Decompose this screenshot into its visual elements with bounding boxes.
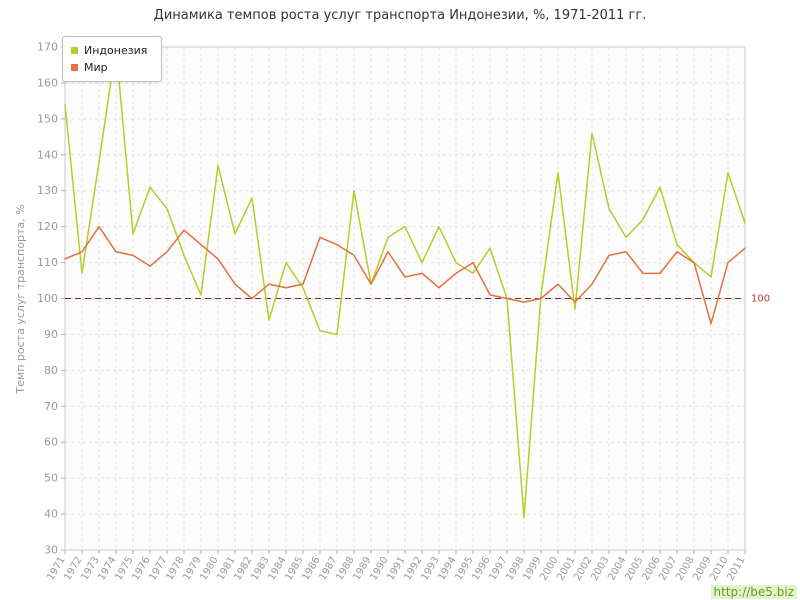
svg-text:40: 40 — [44, 508, 58, 521]
legend-label-world: Мир — [84, 61, 108, 74]
svg-text:100: 100 — [751, 294, 770, 305]
indonesia-series-swatch-icon — [71, 47, 78, 54]
svg-text:150: 150 — [37, 112, 58, 125]
y-axis-label: Темп роста услуг транспорта, % — [14, 204, 27, 394]
svg-text:70: 70 — [44, 400, 58, 413]
svg-text:2011: 2011 — [725, 555, 747, 583]
svg-text:160: 160 — [37, 76, 58, 89]
svg-text:100: 100 — [37, 292, 58, 305]
svg-text:130: 130 — [37, 184, 58, 197]
legend-label-indonesia: Индонезия — [84, 44, 148, 57]
svg-text:140: 140 — [37, 148, 58, 161]
world-series-swatch-icon — [71, 64, 78, 71]
svg-text:110: 110 — [37, 256, 58, 269]
legend-item-world: Мир — [71, 59, 147, 76]
svg-text:170: 170 — [37, 41, 58, 54]
watermark-link[interactable]: http://be5.biz — [710, 585, 797, 599]
svg-text:80: 80 — [44, 364, 58, 377]
svg-text:90: 90 — [44, 328, 58, 341]
svg-text:60: 60 — [44, 436, 58, 449]
svg-text:120: 120 — [37, 220, 58, 233]
legend-item-indonesia: Индонезия — [71, 42, 147, 59]
svg-text:30: 30 — [44, 544, 58, 557]
chart-title: Динамика темпов роста услуг транспорта И… — [153, 8, 647, 23]
legend: Индонезия Мир — [62, 36, 163, 82]
svg-text:50: 50 — [44, 472, 58, 485]
